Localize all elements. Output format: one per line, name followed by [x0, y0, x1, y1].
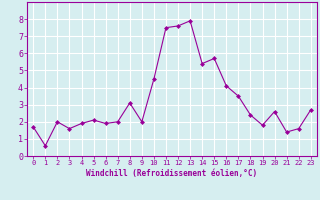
- X-axis label: Windchill (Refroidissement éolien,°C): Windchill (Refroidissement éolien,°C): [86, 169, 258, 178]
